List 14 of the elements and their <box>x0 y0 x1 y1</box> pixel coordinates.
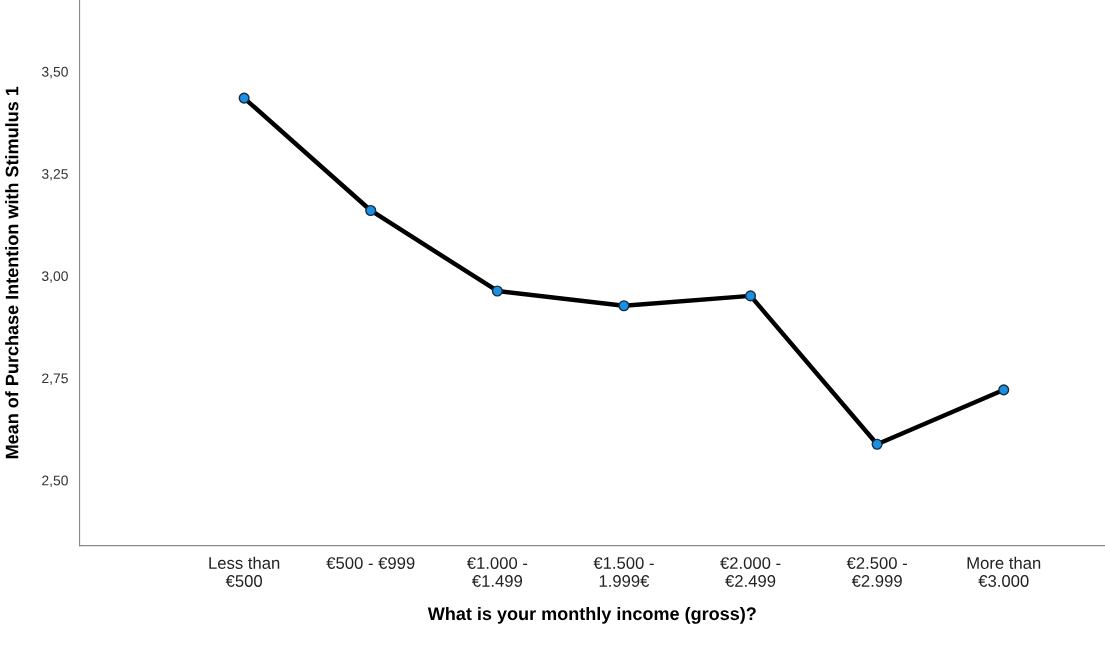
y-tick-label: 2,50 <box>42 475 68 488</box>
x-tick-label: €1.500 - 1.999€ <box>593 557 654 587</box>
y-axis-title: Mean of Purchase Intention with Stimulus 1 <box>5 86 19 459</box>
x-tick-label: Less than €500 <box>209 556 280 587</box>
x-tick-label: €500 - €999 <box>326 557 415 569</box>
x-tick-label: €1.000 - €1.499 <box>466 557 528 587</box>
y-tick-label: 3,00 <box>41 271 68 283</box>
x-tick-label: €2.000 - €2.499 <box>720 557 781 587</box>
y-tick-label: 3,50 <box>41 66 68 79</box>
x-tick-label: €2.500 - €2.999 <box>846 557 907 587</box>
y-tick-label: 2,75 <box>42 373 68 385</box>
y-tick-label: 3,25 <box>41 169 68 181</box>
x-axis-title: What is your monthly income (gross)? <box>427 606 756 624</box>
x-tick-label: More than €3.000 <box>967 556 1041 587</box>
